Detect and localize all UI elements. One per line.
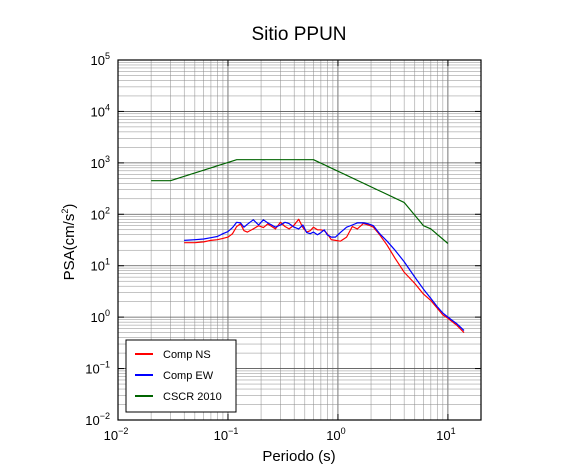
series-line (184, 218, 465, 334)
x-tick-label: 10−1 (214, 426, 239, 443)
y-axis-label-sup: 2 (60, 209, 70, 214)
y-tick-label-exponent: 3 (105, 154, 110, 164)
series-line (151, 159, 449, 244)
y-tick-label: 105 (91, 51, 110, 68)
plot-frame (117, 59, 482, 421)
y-tick-label-base: 10 (91, 156, 105, 171)
x-tick-label: 10−2 (104, 426, 129, 443)
grid (117, 59, 482, 421)
y-axis-label-base: PSA(cm/s (61, 214, 78, 281)
y-tick-label: 103 (91, 154, 110, 171)
series-line (184, 219, 465, 331)
x-tick-label-exponent: −1 (228, 426, 238, 436)
y-tick-label-base: 10 (85, 362, 99, 377)
y-tick-label-base: 10 (91, 104, 105, 119)
series-lines (151, 159, 465, 334)
y-tick-label: 104 (91, 102, 110, 119)
y-tick-label-exponent: −2 (100, 411, 110, 421)
y-tick-label: 100 (91, 308, 110, 325)
y-tick-label-exponent: 0 (105, 308, 110, 318)
x-tick-label-base: 10 (326, 428, 340, 443)
x-tick-label: 101 (436, 426, 455, 443)
y-tick-label-exponent: 4 (105, 102, 110, 112)
x-tick-label: 100 (326, 426, 345, 443)
chart-title: Sitio PPUN (251, 24, 346, 45)
y-tick-label: 102 (91, 205, 110, 222)
y-tick-label-exponent: 1 (105, 257, 110, 267)
x-tick-label-exponent: 0 (341, 426, 346, 436)
y-tick-label-base: 10 (85, 413, 99, 428)
y-tick-label: 101 (91, 257, 110, 274)
y-axis-label-close: ) (61, 204, 78, 209)
x-axis-label: Periodo (s) (262, 448, 335, 465)
x-tick-label-exponent: 1 (451, 426, 456, 436)
x-tick-label-base: 10 (214, 428, 228, 443)
legend: Comp NS Comp EW CSCR 2010 (125, 339, 237, 413)
y-tick-label-base: 10 (91, 207, 105, 222)
y-tick-label-exponent: −1 (100, 360, 110, 370)
y-tick-label-base: 10 (91, 53, 105, 68)
y-tick-label: 10−1 (85, 360, 110, 377)
y-tick-label: 10−2 (85, 411, 110, 428)
y-tick-label-base: 10 (91, 259, 105, 274)
y-axis-label: PSA(cm/s2) (60, 204, 78, 281)
y-tick-label-exponent: 5 (105, 51, 110, 61)
legend-label: Comp EW (163, 370, 214, 382)
x-tick-label-base: 10 (436, 428, 450, 443)
legend-label: Comp NS (163, 349, 211, 361)
y-tick-label-base: 10 (91, 310, 105, 325)
x-tick-label-base: 10 (104, 428, 118, 443)
legend-label: CSCR 2010 (163, 391, 222, 403)
x-tick-label-exponent: −2 (118, 426, 128, 436)
y-tick-label-exponent: 2 (105, 205, 110, 215)
